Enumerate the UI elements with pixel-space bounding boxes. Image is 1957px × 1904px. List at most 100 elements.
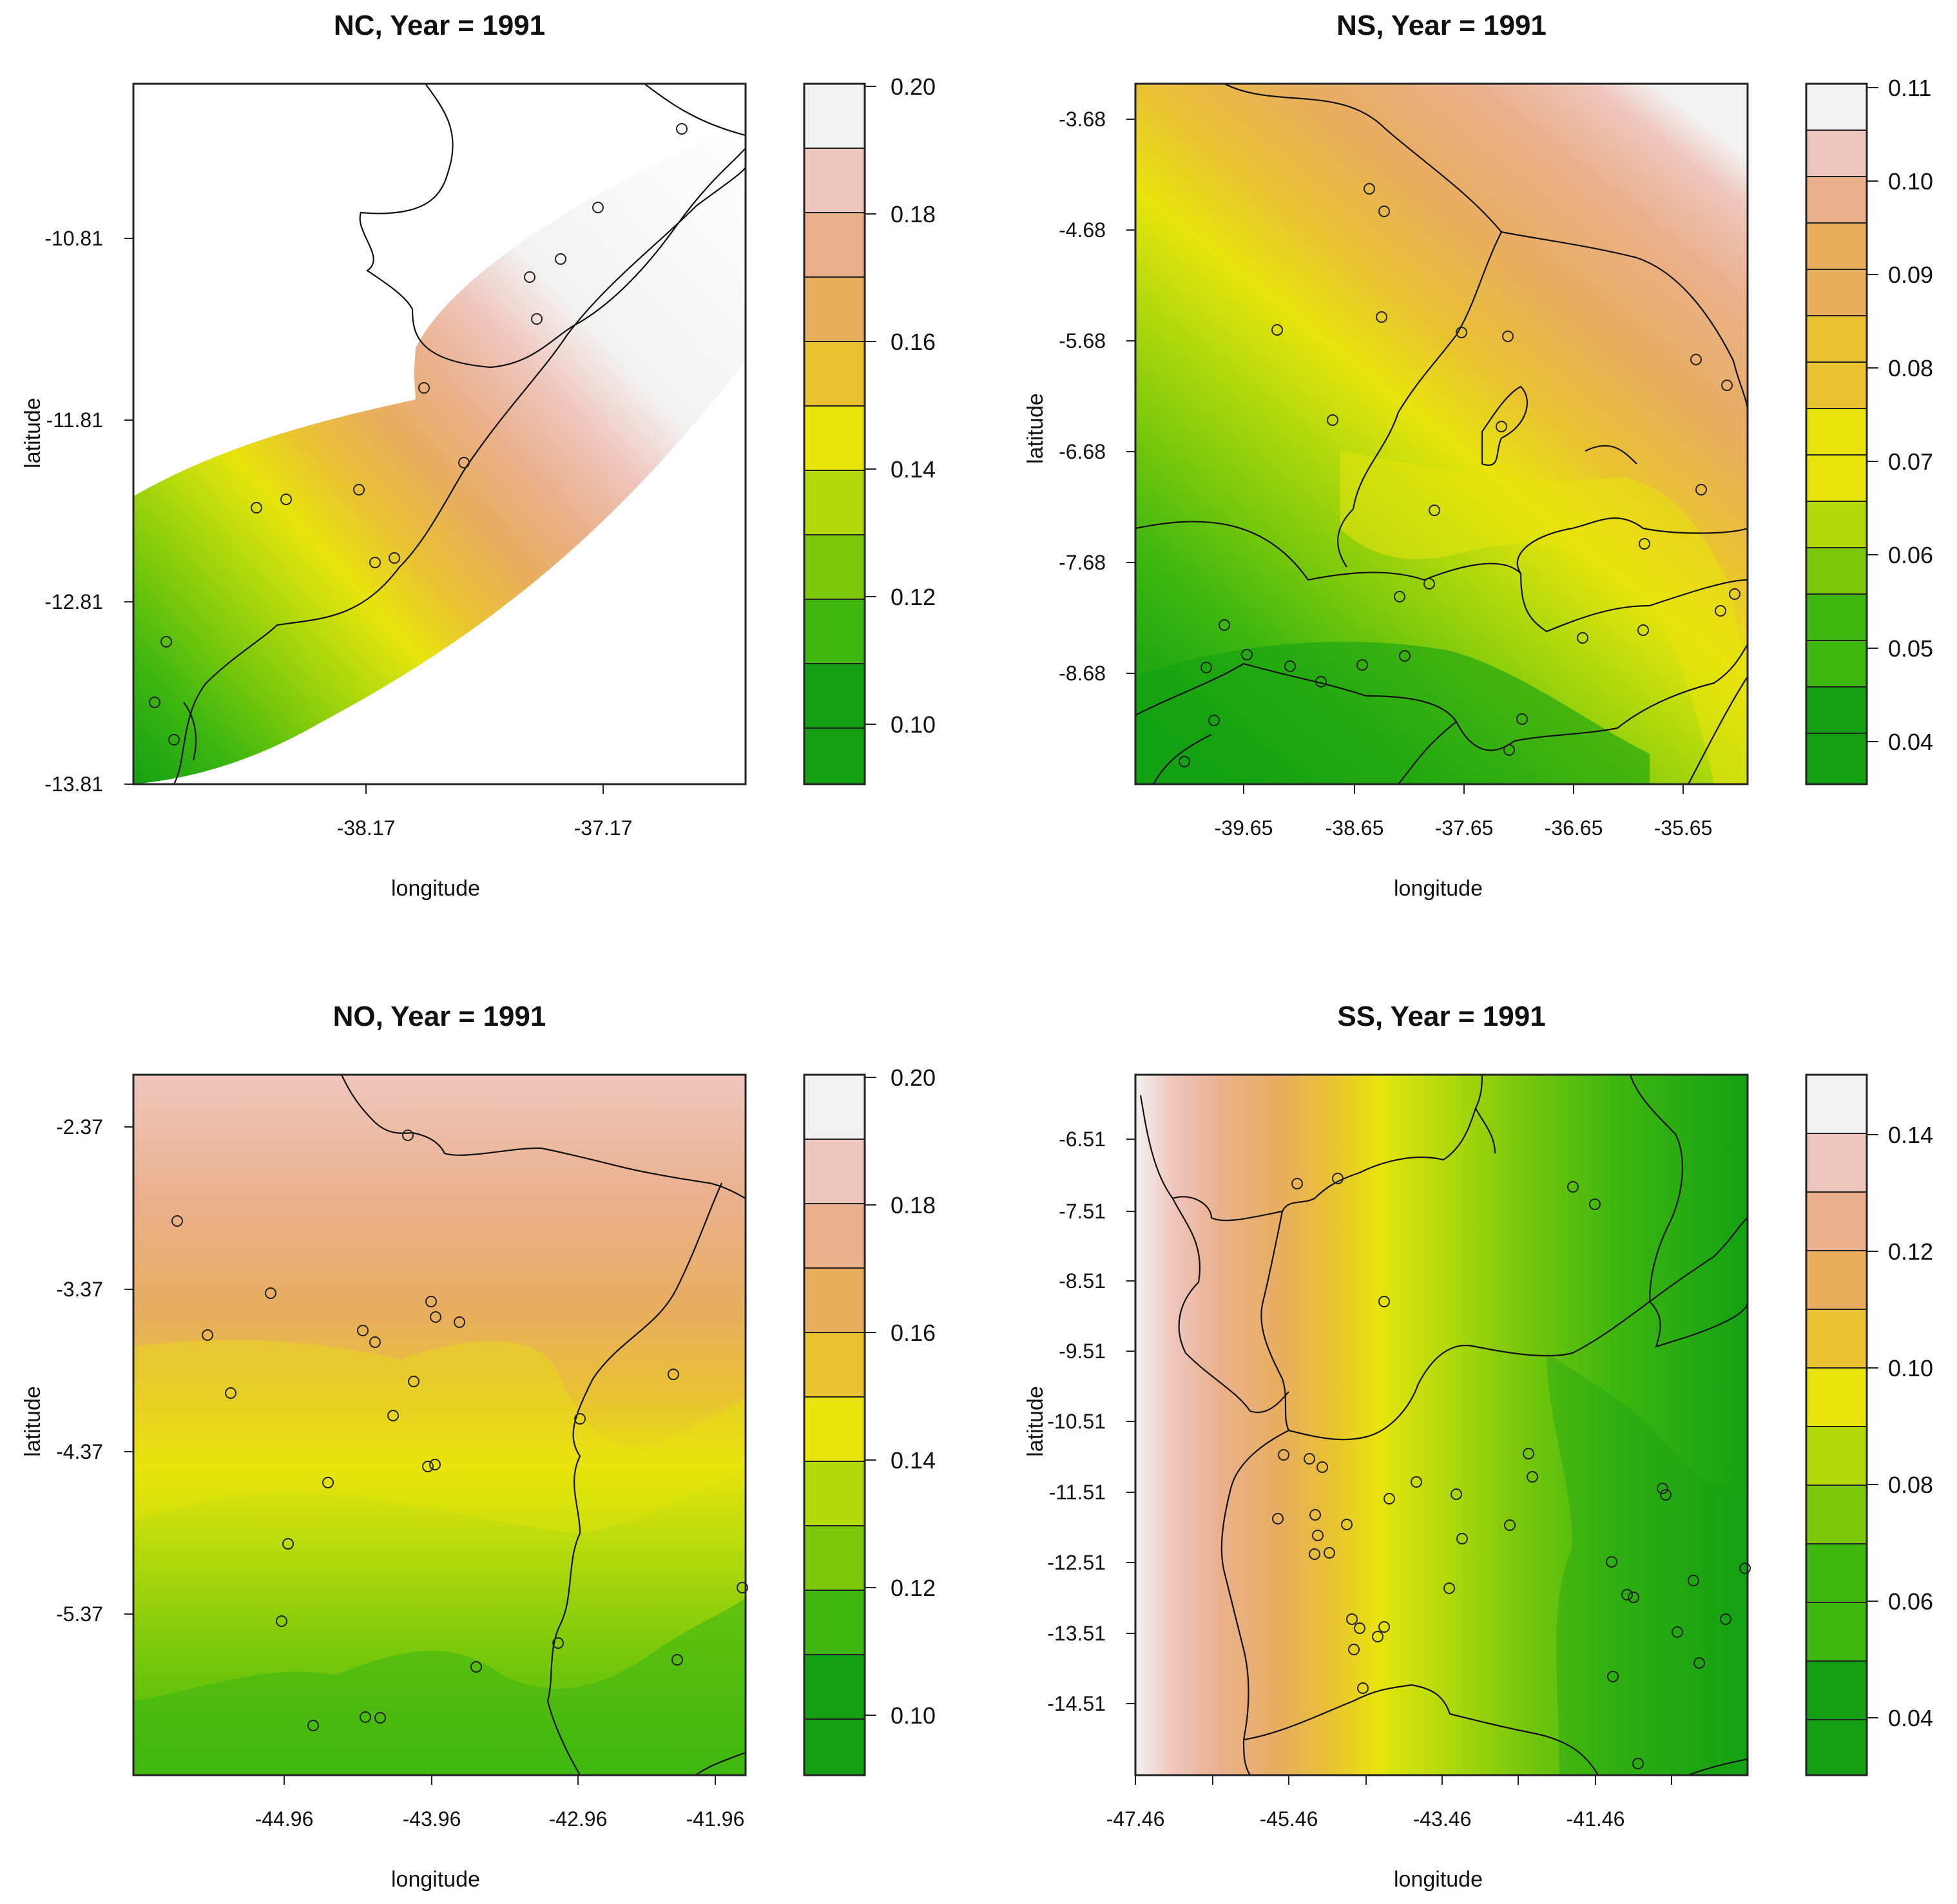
ytick-label: -13.81: [44, 773, 103, 796]
station-marker: [1690, 354, 1702, 365]
station-marker: [276, 1615, 287, 1627]
station-marker: [1315, 676, 1327, 688]
ytick-label: -4.68: [1059, 218, 1106, 242]
panel-nc-xaxis: -38.17 -37.17 longitude: [337, 784, 633, 901]
station-marker: [1304, 1453, 1315, 1465]
panel-nc-ylabel: latitude: [21, 398, 45, 468]
station-marker: [322, 1477, 334, 1488]
legend-label: 0.06: [1888, 1588, 1933, 1615]
station-marker: [418, 382, 430, 394]
station-marker: [1720, 1613, 1731, 1625]
legend-label: 0.10: [891, 1702, 936, 1729]
ytick-label: -3.68: [1059, 108, 1106, 131]
station-marker: [1376, 311, 1387, 323]
panel-ss-legend: 0.14 0.12 0.10 0.08 0.06 0.04: [1805, 1073, 1933, 1776]
station-marker: [429, 1459, 441, 1470]
station-marker: [408, 1376, 419, 1387]
station-marker: [1411, 1476, 1422, 1488]
station-marker: [160, 636, 172, 648]
legend-label: 0.12: [1888, 1238, 1933, 1265]
station-marker: [1324, 1547, 1335, 1559]
station-marker: [1456, 1533, 1468, 1544]
station-marker: [1346, 1613, 1358, 1625]
legend-label: 0.16: [891, 1320, 936, 1346]
panel-ns-ylabel: latitude: [1023, 393, 1048, 464]
station-marker: [592, 202, 604, 213]
station-marker: [282, 1538, 294, 1550]
xtick-label: -43.46: [1413, 1807, 1472, 1831]
station-marker: [149, 697, 160, 708]
station-marker: [225, 1387, 236, 1399]
station-marker: [1577, 632, 1588, 644]
panel-ss: SS, Year = 1991: [1023, 1001, 1933, 1892]
station-marker: [1660, 1489, 1672, 1501]
panel-nc: NC, Year = 1991: [21, 10, 936, 901]
panel-nc-title: NC, Year = 1991: [334, 10, 545, 41]
xtick-label: -42.96: [549, 1807, 608, 1831]
station-marker: [402, 1130, 414, 1141]
panel-ns-frame: [1134, 82, 1749, 785]
ytick-label: -3.37: [56, 1278, 103, 1301]
ytick-label: -13.51: [1047, 1622, 1106, 1645]
station-marker: [1628, 1591, 1639, 1603]
station-marker: [1715, 605, 1726, 617]
xtick-label: -41.46: [1567, 1807, 1625, 1831]
station-marker: [1721, 380, 1733, 391]
station-marker: [1200, 662, 1212, 673]
station-marker: [1729, 588, 1740, 600]
station-marker: [1372, 1631, 1383, 1642]
legend-label: 0.10: [891, 711, 936, 738]
station-marker: [1348, 1644, 1360, 1655]
ytick-label: -9.51: [1059, 1340, 1106, 1363]
legend-label: 0.04: [1888, 729, 1933, 755]
station-marker: [524, 271, 535, 283]
station-marker: [1429, 505, 1440, 516]
panel-ns-field: [1135, 84, 1748, 784]
ytick-label: -7.51: [1059, 1200, 1106, 1223]
panel-nc-legend: 0.20 0.18 0.16 0.14 0.12 0.10: [803, 73, 936, 785]
station-marker: [1567, 1181, 1579, 1193]
station-marker: [668, 1369, 679, 1380]
station-marker: [1399, 650, 1411, 662]
ytick-label: -11.81: [46, 409, 103, 432]
legend-label: 0.05: [1888, 635, 1933, 662]
station-marker: [574, 1413, 586, 1425]
panel-ss-xaxis: -47.46 -45.46 -43.46 -41.46 longitude: [1106, 1775, 1672, 1892]
station-marker: [168, 734, 180, 745]
panel-ns-legend: 0.11 0.10 0.09 0.08 0.07 0.06 0.05 0.04: [1805, 75, 1933, 785]
station-marker: [676, 123, 688, 135]
station-marker: [1443, 1582, 1455, 1594]
station-marker: [171, 1215, 183, 1227]
ytick-label: -6.68: [1059, 440, 1106, 463]
ytick-label: -10.81: [44, 227, 103, 250]
station-marker: [458, 457, 470, 468]
station-marker: [1309, 1548, 1320, 1560]
panel-nc-stations: [149, 123, 688, 745]
station-marker: [1739, 1563, 1751, 1574]
panel-no-legend: 0.20 0.18 0.16 0.14 0.12 0.10: [803, 1064, 936, 1776]
xtick-label: -47.46: [1106, 1807, 1165, 1831]
station-marker: [1378, 206, 1390, 217]
station-marker: [1354, 1622, 1365, 1634]
station-marker: [531, 313, 543, 325]
ytick-label: -5.37: [56, 1602, 103, 1626]
legend-label: 0.07: [1888, 448, 1933, 475]
panel-ns-xaxis: -39.65 -38.65 -37.65 -36.65 -35.65 longi…: [1215, 784, 1712, 901]
ytick-label: -12.51: [1047, 1551, 1106, 1574]
xtick-label: -37.17: [574, 816, 633, 840]
panel-ss-xlabel: longitude: [1394, 1867, 1483, 1892]
xtick-label: -37.65: [1435, 816, 1494, 840]
ytick-label: -8.68: [1059, 662, 1106, 685]
station-marker: [1341, 1519, 1353, 1530]
station-marker: [251, 502, 262, 514]
legend-label: 0.10: [1888, 1355, 1933, 1381]
panel-ss-ylabel: latitude: [1023, 1386, 1048, 1457]
ytick-label: -14.51: [1047, 1692, 1106, 1715]
panel-no-ylabel: latitude: [21, 1386, 45, 1457]
station-marker: [1621, 1589, 1633, 1601]
station-marker: [1271, 324, 1283, 336]
panel-ss-stations: [1272, 1173, 1751, 1769]
panel-ns-xlabel: longitude: [1394, 876, 1483, 901]
legend-label: 0.18: [891, 201, 936, 227]
station-marker: [454, 1316, 465, 1328]
